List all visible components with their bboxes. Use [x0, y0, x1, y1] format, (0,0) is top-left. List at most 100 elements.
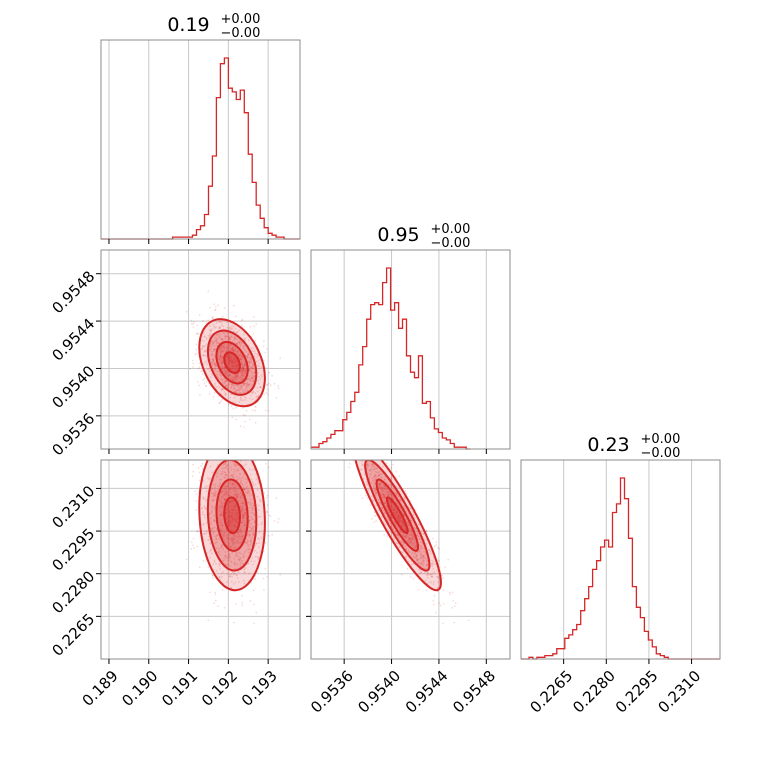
sample-point: [241, 494, 244, 497]
sample-point: [416, 534, 419, 537]
sample-point: [205, 385, 208, 387]
sample-point: [213, 526, 216, 529]
sample-point: [201, 507, 203, 510]
sample-point: [221, 350, 223, 352]
sample-point: [373, 475, 376, 478]
sample-point: [423, 557, 425, 559]
sample-point: [227, 332, 230, 335]
sample-point: [229, 575, 232, 578]
sample-point: [386, 488, 388, 490]
sample-point: [241, 324, 243, 327]
sample-point: [232, 540, 235, 543]
sample-point: [240, 374, 243, 376]
sample-point: [245, 487, 248, 490]
sample-point: [234, 538, 237, 540]
sample-point: [374, 474, 377, 477]
sample-point: [230, 528, 232, 530]
sample-point: [221, 456, 223, 458]
sample-point: [253, 622, 256, 625]
sample-point: [416, 559, 418, 562]
sample-point: [223, 492, 226, 495]
sample-point: [229, 500, 232, 503]
sample-point: [370, 455, 372, 457]
sample-point: [239, 345, 242, 347]
sample-point: [231, 551, 234, 554]
sample-point: [384, 494, 387, 496]
sample-point: [420, 545, 422, 548]
sample-point: [242, 476, 245, 478]
sample-point: [373, 475, 376, 478]
sample-point: [201, 467, 204, 470]
sample-point: [442, 603, 445, 605]
sample-point: [442, 622, 444, 625]
sample-point: [221, 524, 224, 526]
sample-point: [198, 362, 201, 365]
sample-point: [231, 325, 233, 327]
sample-point: [405, 519, 407, 521]
sample-point: [231, 361, 234, 364]
sample-point: [385, 505, 388, 507]
contour-line: [223, 496, 241, 535]
sample-point: [227, 463, 229, 466]
sample-point: [389, 500, 392, 503]
sample-point: [421, 555, 423, 557]
sample-point: [401, 521, 403, 523]
sample-point: [224, 498, 227, 501]
sample-point: [240, 477, 243, 480]
sample-point: [221, 398, 224, 401]
sample-point: [265, 497, 268, 499]
sample-point: [412, 514, 415, 517]
sample-point: [225, 450, 227, 452]
sample-point: [436, 569, 438, 572]
sample-point: [227, 550, 230, 553]
sample-point: [242, 519, 245, 522]
sample-point: [205, 350, 208, 353]
sample-point: [427, 573, 430, 576]
sample-point: [222, 548, 225, 551]
sample-point: [185, 558, 188, 561]
sample-point: [208, 512, 211, 515]
sample-point: [209, 334, 212, 337]
sample-point: [388, 493, 391, 496]
sample-point: [390, 467, 393, 469]
sample-point: [253, 375, 256, 378]
sample-point: [242, 399, 245, 401]
sample-point: [229, 374, 231, 377]
sample-point: [218, 550, 221, 553]
sample-point: [244, 508, 247, 511]
sample-point: [241, 506, 244, 509]
sample-point: [229, 393, 232, 396]
sample-point: [401, 540, 404, 543]
sample-point: [226, 326, 229, 329]
sample-point: [374, 490, 376, 493]
sample-point: [234, 370, 237, 372]
sample-point: [230, 348, 233, 351]
sample-point: [236, 512, 239, 514]
sample-point: [228, 525, 231, 527]
sample-point: [203, 455, 205, 457]
sample-point: [214, 336, 217, 339]
sample-point: [423, 571, 426, 574]
x-tick-label: 0.192: [198, 667, 241, 710]
sample-point: [229, 378, 232, 380]
sample-point: [212, 499, 215, 502]
sample-point: [419, 553, 422, 556]
sample-point: [250, 541, 252, 543]
sample-point: [253, 325, 256, 328]
sample-point: [241, 537, 244, 540]
sample-point: [234, 581, 237, 584]
sample-point: [192, 463, 195, 466]
sample-point: [234, 564, 237, 567]
sample-point: [220, 529, 223, 531]
sample-point: [220, 337, 223, 340]
sample-point: [389, 513, 392, 516]
sample-point: [416, 558, 419, 560]
sample-point: [224, 463, 227, 465]
sample-point: [254, 544, 257, 547]
sample-point: [239, 474, 242, 476]
sample-point: [217, 342, 220, 345]
sample-point: [214, 308, 217, 311]
sample-point: [392, 519, 395, 522]
sample-point: [202, 497, 205, 500]
sample-point: [417, 551, 419, 554]
